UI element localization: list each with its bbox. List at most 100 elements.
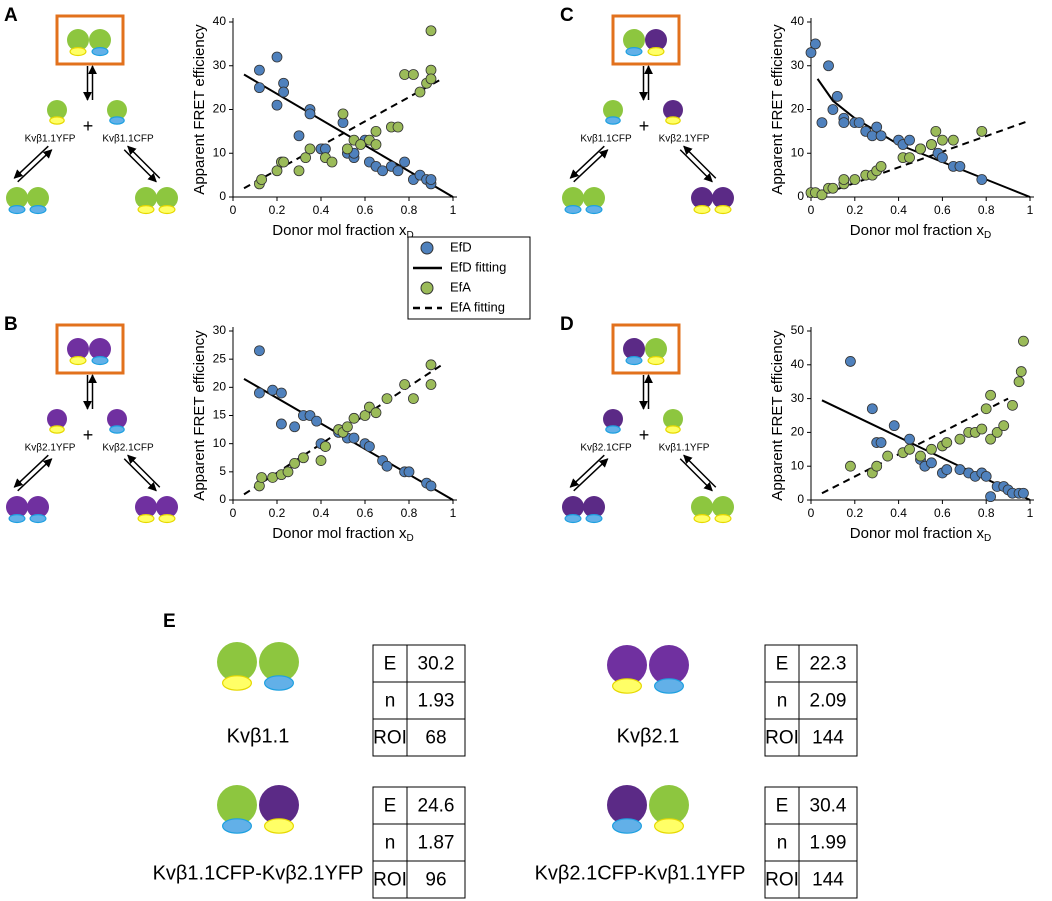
- table-cell: [406, 860, 466, 899]
- arrow: [573, 149, 609, 183]
- data-point: [849, 174, 861, 185]
- subunit: [259, 642, 299, 682]
- data-point: [937, 134, 948, 146]
- data-point: [871, 121, 883, 133]
- table-key: n: [385, 833, 396, 854]
- y-tick-label: 50: [791, 323, 805, 337]
- data-point: [275, 418, 287, 430]
- panel-letter: E: [163, 611, 176, 632]
- cfp-tag: [109, 116, 125, 125]
- subunit: [663, 409, 683, 429]
- y-tick-label: 0: [219, 492, 226, 506]
- cfp-tag: [8, 513, 26, 524]
- subunit: [603, 100, 623, 120]
- data-point: [370, 407, 382, 419]
- subunit: [107, 100, 127, 120]
- data-point: [425, 25, 437, 37]
- cfp-tag: [605, 116, 621, 125]
- table-value: 144: [812, 870, 844, 891]
- subunit: [217, 642, 257, 682]
- y-tick-label: 30: [213, 323, 227, 337]
- y-tick-label: 10: [213, 436, 227, 450]
- arrow: [17, 458, 53, 492]
- highlight-box: [611, 323, 681, 375]
- y-tick-label: 10: [213, 145, 227, 159]
- table-key: E: [776, 796, 789, 817]
- legend-label: EfD fitting: [450, 259, 506, 274]
- table-value: 96: [425, 870, 446, 891]
- y-tick-label: 25: [213, 351, 227, 365]
- data-point: [926, 139, 937, 150]
- data-point: [399, 156, 411, 168]
- arrow: [683, 145, 717, 179]
- panel-letter: C: [560, 5, 574, 26]
- table-cell: [406, 718, 466, 757]
- data-point: [271, 99, 283, 111]
- y-tick-label: 30: [791, 58, 805, 72]
- x-axis-label: Donor mol fraction xD: [272, 222, 413, 241]
- yfp-tag: [693, 204, 711, 215]
- x-tick-label: 0: [808, 203, 815, 217]
- data-point: [392, 165, 404, 177]
- data-point: [904, 134, 915, 146]
- data-point: [831, 90, 843, 102]
- table-key: n: [777, 691, 788, 712]
- data-point: [377, 165, 389, 177]
- data-point: [991, 426, 1003, 438]
- table-key: n: [777, 833, 788, 854]
- arrow: [123, 149, 157, 183]
- data-point: [805, 47, 817, 59]
- data-point: [289, 421, 301, 433]
- table-value: 30.4: [810, 796, 847, 817]
- data-point: [275, 387, 287, 399]
- construct-label: Kvβ1.1CFP-Kvβ2.1YFP: [153, 862, 364, 884]
- data-point: [998, 420, 1010, 432]
- y-tick-label: 20: [213, 102, 227, 116]
- yfp-tag: [158, 204, 176, 215]
- x-tick-label: 0: [808, 506, 815, 520]
- plus: +: [639, 425, 650, 445]
- data-point: [403, 466, 415, 478]
- highlight-box: [611, 14, 681, 66]
- yfp-tag: [714, 204, 732, 215]
- subunit: [691, 496, 713, 518]
- data-point: [888, 420, 900, 432]
- data-point: [337, 108, 349, 120]
- arrow: [17, 149, 53, 183]
- x-tick-label: 1: [1027, 506, 1034, 520]
- data-point: [359, 410, 371, 421]
- x-tick-label: 0.2: [846, 506, 863, 520]
- data-point: [816, 189, 828, 201]
- data-point: [293, 130, 305, 142]
- data-point: [253, 387, 265, 399]
- table-value: 1.87: [418, 833, 455, 854]
- data-point: [954, 433, 966, 445]
- yfp-tag: [158, 513, 176, 524]
- subunit: [156, 187, 178, 209]
- subunit: [607, 785, 647, 825]
- cfp-tag: [585, 204, 603, 215]
- yfp-tag: [647, 355, 665, 366]
- data-point: [954, 160, 966, 172]
- yfp-tag: [69, 355, 87, 366]
- subunit: [562, 187, 584, 209]
- data-point: [1018, 487, 1029, 499]
- cfp-tag: [625, 46, 643, 57]
- table-value: 68: [425, 728, 446, 749]
- data-point: [425, 480, 437, 492]
- data-point: [882, 450, 894, 462]
- yfp-tag: [665, 425, 681, 434]
- x-tick-label: 0.4: [313, 506, 330, 520]
- data-point: [875, 130, 887, 142]
- subunit: [712, 496, 734, 518]
- x-axis-label-main: Donor mol fraction x: [272, 222, 407, 239]
- y-tick-label: 5: [219, 464, 226, 478]
- highlight-box: [55, 323, 125, 375]
- x-tick-label: 0.4: [313, 203, 330, 217]
- data-point: [827, 182, 839, 194]
- subunit: [107, 409, 127, 429]
- data-point: [947, 134, 959, 146]
- data-point: [289, 457, 301, 469]
- data-point: [976, 174, 988, 185]
- y-axis-label: Apparent FRET efficiency: [769, 24, 786, 195]
